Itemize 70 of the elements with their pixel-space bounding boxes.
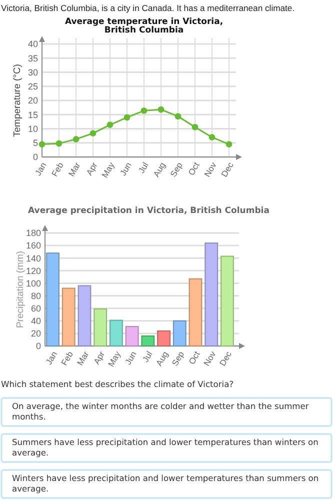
y-tick-label: 120 (26, 266, 41, 276)
bar (157, 330, 170, 346)
x-tick-label: Sep (168, 160, 184, 179)
point (158, 106, 164, 113)
x-tick-label: Feb (58, 349, 76, 368)
bar (46, 252, 60, 346)
x-tick-label: Mar (66, 160, 82, 178)
y-tick-label: 0 (32, 152, 38, 162)
point (124, 114, 130, 121)
x-tick-label: Jan (44, 349, 60, 366)
y-tick-label: 60 (30, 303, 41, 314)
x-tick-label: Dec (217, 348, 234, 368)
point (140, 107, 148, 114)
bar (125, 326, 139, 346)
x-tick-label: Apr (91, 349, 107, 366)
point (106, 122, 114, 128)
y-tick-label: 30 (28, 67, 38, 78)
x-tick-label: Oct (186, 160, 202, 177)
point (90, 130, 96, 136)
y-tick-label: 20 (28, 96, 38, 106)
text: Which statement best describes the climate of Victoria? (1, 379, 234, 389)
y-tick-label: 5 (32, 138, 38, 148)
y-tick-label: 80 (30, 290, 41, 301)
point (226, 141, 232, 148)
x-tick-label: Jul (140, 349, 154, 364)
point (174, 113, 182, 120)
x-tick-label: Jun (122, 349, 139, 366)
bar (204, 242, 218, 346)
y-axis-title: Precipitation (mm) (15, 250, 26, 328)
text: Winters have less precipitation and lower temperatures than summers on average. (12, 473, 319, 494)
bar (220, 256, 234, 346)
point (208, 134, 216, 140)
y-tick-label: 160 (26, 240, 41, 251)
y-tick-label: 40 (28, 39, 38, 50)
bar (172, 320, 186, 346)
bar (78, 285, 92, 346)
text: Victoria, British Columbia, is a city in Canada. It has a mediterranean climate. (1, 3, 295, 13)
bar (110, 320, 123, 346)
x-tick-label: Sep (170, 349, 186, 368)
y-tick-label: 25 (28, 82, 38, 92)
bar (188, 278, 202, 346)
point (72, 136, 80, 142)
y-tick-label: 20 (30, 328, 41, 339)
point (38, 141, 46, 148)
bar (94, 308, 108, 346)
y-tick-label: 140 (26, 253, 41, 264)
y-tick-label: 180 (26, 228, 41, 238)
y-tick-label: 35 (28, 53, 38, 64)
y-tick-label: 0 (36, 341, 41, 352)
point (56, 140, 62, 147)
y-axis-title: Temperature (°C) (12, 64, 23, 137)
bar (62, 288, 76, 346)
x-tick-label: Oct (186, 348, 202, 366)
text: Summers have less precipitation and lower temperatures than winters on average. (12, 437, 318, 458)
point (192, 124, 198, 130)
x-tick-label: Jun (118, 160, 134, 178)
x-tick-label: Jul (136, 160, 150, 175)
chart-title: Average temperature in Victoria, British Columbia (64, 17, 224, 36)
y-tick-label: 100 (26, 278, 41, 288)
x-tick-label: Mar (74, 349, 91, 368)
x-tick-label: Dec (219, 160, 236, 179)
y-tick-label: 10 (28, 124, 38, 134)
x-tick-label: Feb (49, 160, 66, 178)
y-tick-label: 15 (28, 110, 38, 120)
chart-title: Average precipitation in Victoria, British Columbia (28, 206, 270, 216)
x-tick-label: Apr (84, 160, 100, 177)
y-tick-label: 40 (30, 316, 41, 326)
x-tick-label: Jan (32, 160, 48, 178)
bar (141, 335, 155, 346)
text: On average, the winter months are colder and wetter than the summer months. (12, 401, 310, 422)
